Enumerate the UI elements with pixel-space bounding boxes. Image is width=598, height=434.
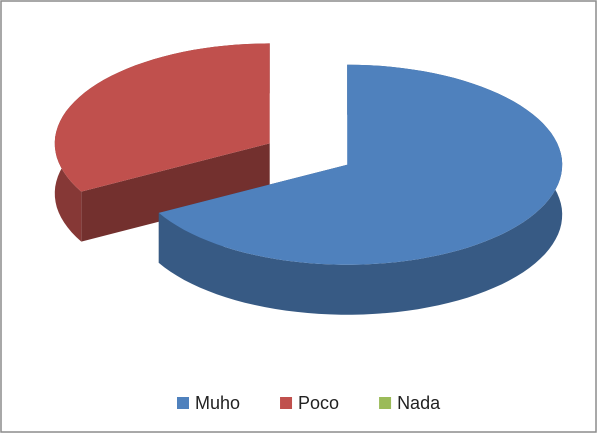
legend-label: Poco	[298, 393, 339, 413]
slice-top	[158, 64, 563, 265]
slice-wall	[81, 143, 270, 242]
legend-label: Muho	[195, 393, 240, 413]
pie-slice	[158, 64, 563, 315]
legend-swatch	[280, 397, 293, 409]
slice-top	[54, 43, 270, 192]
legend-label: Nada	[397, 393, 441, 413]
legend-swatch	[379, 397, 392, 409]
pie-slice	[54, 43, 270, 242]
legend-swatch	[177, 397, 189, 409]
